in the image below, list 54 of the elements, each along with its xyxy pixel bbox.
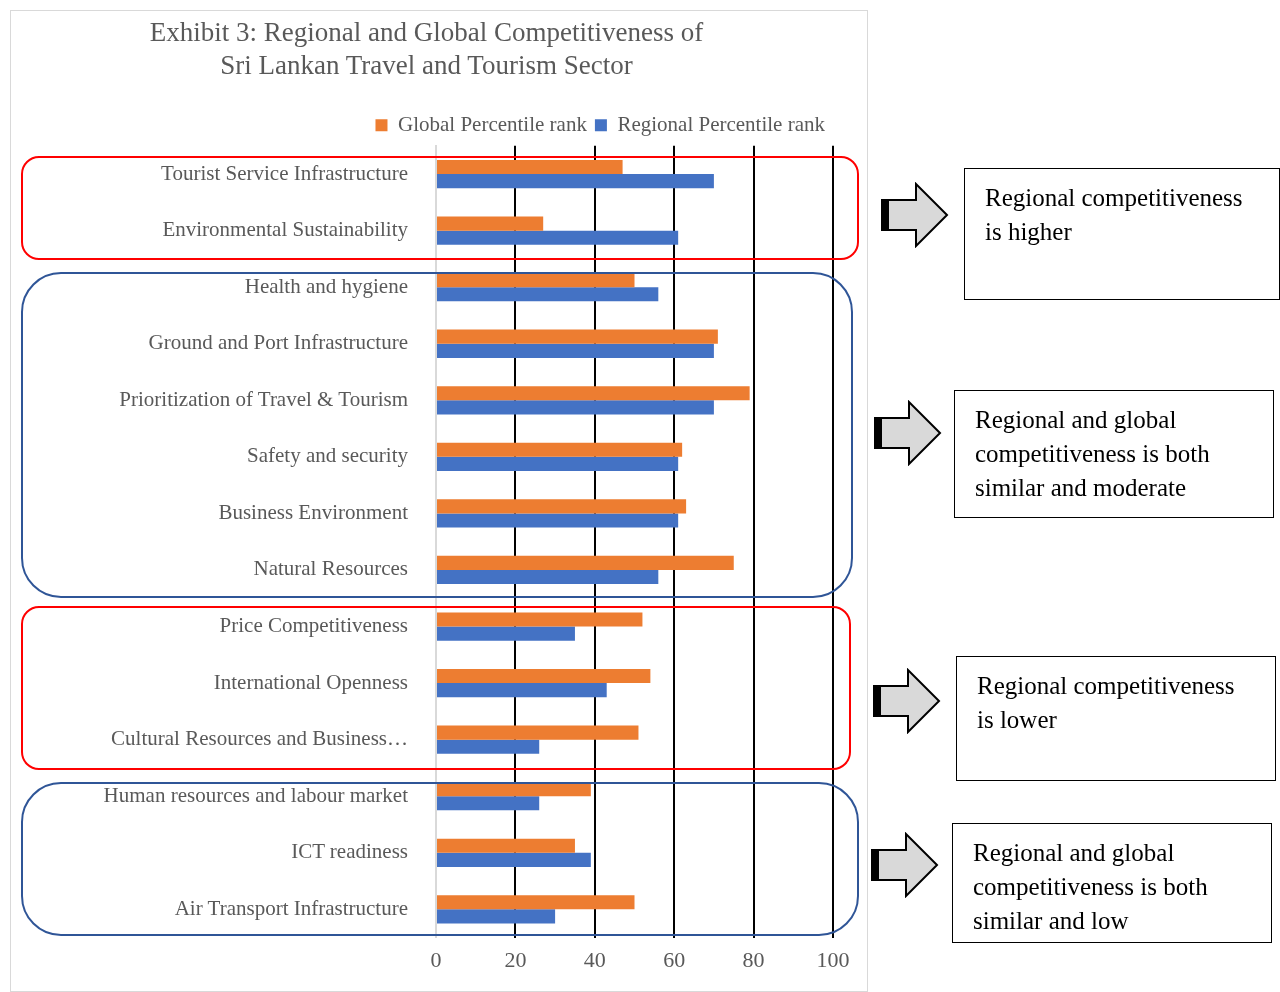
bar <box>437 216 544 231</box>
bar <box>437 852 591 867</box>
bar <box>437 400 714 415</box>
y-tick-label: Business Environment <box>218 499 409 524</box>
y-tick-label: Air Transport Infrastructure <box>174 895 408 920</box>
text: Regional and global competitiveness is both similar and moderate <box>954 390 1274 518</box>
y-tick-label: Human resources and labour market <box>103 782 409 807</box>
y-tick-label: Safety and security <box>247 443 409 468</box>
bar <box>437 612 643 627</box>
y-tick-label: Tourist Service Infrastructure <box>161 160 408 185</box>
text: Regional and global competitiveness is both similar and low <box>952 823 1272 943</box>
bar <box>437 159 623 175</box>
x-tick-label: 80 <box>742 946 765 972</box>
bar <box>437 683 607 698</box>
y-tick-label: ICT readiness <box>291 839 408 864</box>
bar <box>437 513 679 528</box>
bar <box>437 895 635 910</box>
bar <box>437 442 683 457</box>
text: Regional competitiveness is higher <box>964 168 1280 300</box>
bar <box>437 739 540 754</box>
bar <box>437 725 639 740</box>
bar <box>437 230 679 245</box>
legend-label: Regional Percentile rank <box>617 111 826 136</box>
bar <box>437 456 679 471</box>
y-tick-label: International Openness <box>213 669 408 694</box>
y-tick-label: Health and hygiene <box>244 273 408 298</box>
bar <box>437 499 687 514</box>
y-tick-label: Cultural Resources and Business… <box>111 726 408 751</box>
bar <box>437 329 718 344</box>
bar <box>437 343 714 358</box>
x-tick-label: 60 <box>663 946 686 972</box>
bar <box>437 174 714 189</box>
y-tick-label: Prioritization of Travel & Tourism <box>119 386 408 411</box>
bar <box>437 668 651 684</box>
bar <box>437 555 734 570</box>
x-tick-label: 100 <box>816 946 850 972</box>
bar <box>437 796 540 811</box>
y-tick-label: Environmental Sustainability <box>162 217 409 242</box>
y-tick-label: Natural Resources <box>253 556 408 581</box>
bar <box>437 287 659 302</box>
legend-label: Global Percentile rank <box>397 111 588 136</box>
text: Regional competitiveness is lower <box>956 656 1276 781</box>
x-tick-label: 40 <box>583 946 606 972</box>
bar <box>437 273 635 288</box>
bar <box>437 626 575 641</box>
x-tick-label: 0 <box>430 946 442 972</box>
y-tick-label: Ground and Port Infrastructure <box>148 330 408 355</box>
bar <box>437 386 750 401</box>
bar <box>437 569 659 585</box>
bar <box>437 838 575 853</box>
chart-title: Exhibit 3: Regional and Global Competitiveness of Sri Lankan Travel and Tourism Sector <box>149 17 704 80</box>
y-tick-label: Price Competitiveness <box>219 613 408 638</box>
bar <box>437 909 556 924</box>
x-tick-label: 20 <box>504 946 527 972</box>
